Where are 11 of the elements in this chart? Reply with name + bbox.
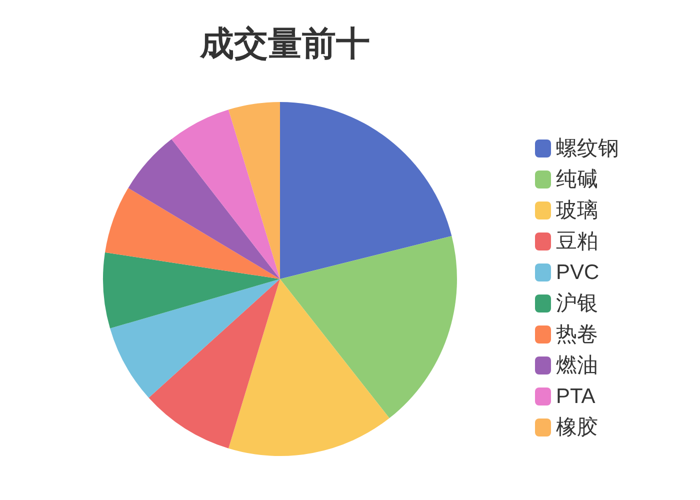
legend-label: 螺纹钢 <box>556 137 619 160</box>
legend-label: 燃油 <box>556 354 598 377</box>
legend-label: PTA <box>556 385 596 408</box>
legend-label: PVC <box>556 261 600 284</box>
chart-title: 成交量前十 <box>199 25 370 63</box>
legend-label: 纯碱 <box>556 168 598 191</box>
legend-label: 豆粕 <box>556 230 598 253</box>
legend-label: 沪银 <box>556 292 598 315</box>
legend-label: 橡胶 <box>556 416 598 439</box>
legend-label: 热卷 <box>556 323 598 346</box>
legend-label: 玻璃 <box>556 199 598 222</box>
